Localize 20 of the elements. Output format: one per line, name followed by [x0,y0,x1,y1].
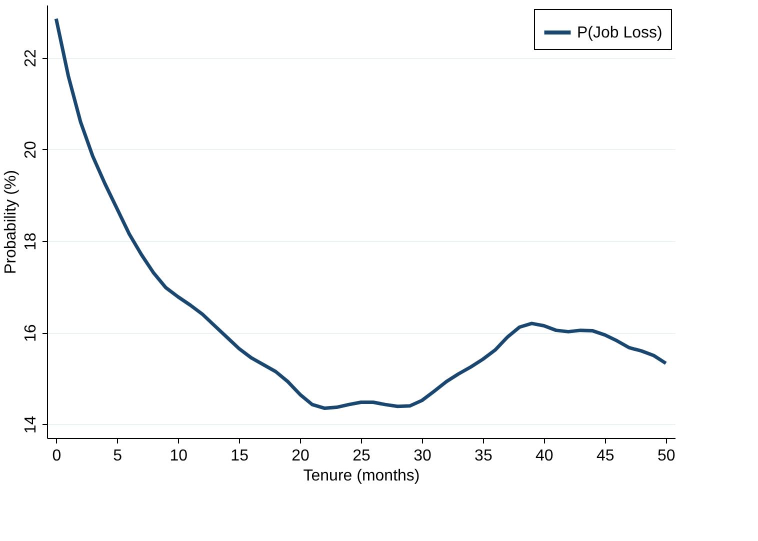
y-axis-title: Probability (%) [2,170,20,274]
x-tick-label: 40 [536,448,554,464]
x-tick-label: 50 [657,448,676,464]
y-tick-label: 18 [22,232,40,250]
y-tick-label: 20 [22,140,40,159]
x-tick-label: 25 [352,448,370,464]
y-tick-label: 22 [22,49,40,68]
x-tick-label: 10 [170,448,188,464]
x-tick-label: 20 [292,448,310,464]
x-tick-label: 35 [474,448,492,464]
x-tick-label: 15 [230,448,249,464]
legend-label: P(Job Loss) [577,24,662,42]
x-axis-title: Tenure (months) [303,468,420,484]
x-tick-label: 45 [596,448,614,464]
y-tick-label: 14 [22,416,40,434]
x-tick-label: 30 [414,448,432,464]
x-tick-label: 0 [52,448,62,464]
line-series [54,16,668,410]
x-tick-label: 5 [113,448,122,464]
y-tick-label: 16 [22,324,40,342]
